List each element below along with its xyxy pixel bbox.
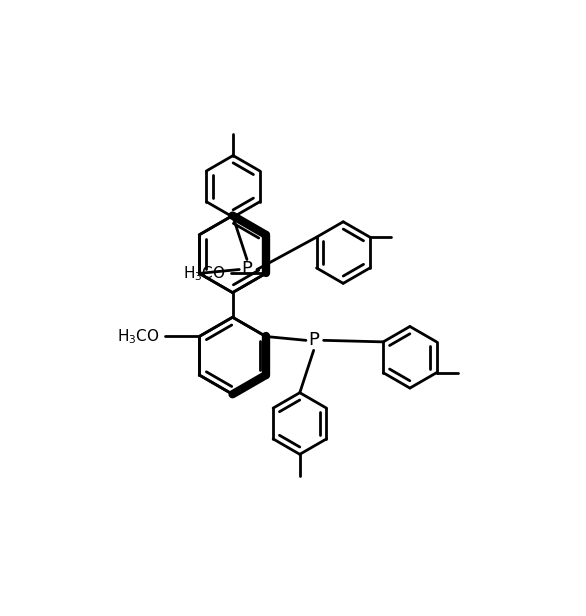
Text: H$_3$CO: H$_3$CO <box>183 264 226 283</box>
Text: P: P <box>308 331 319 349</box>
Text: H$_3$CO: H$_3$CO <box>117 327 159 346</box>
Text: P: P <box>241 261 253 278</box>
